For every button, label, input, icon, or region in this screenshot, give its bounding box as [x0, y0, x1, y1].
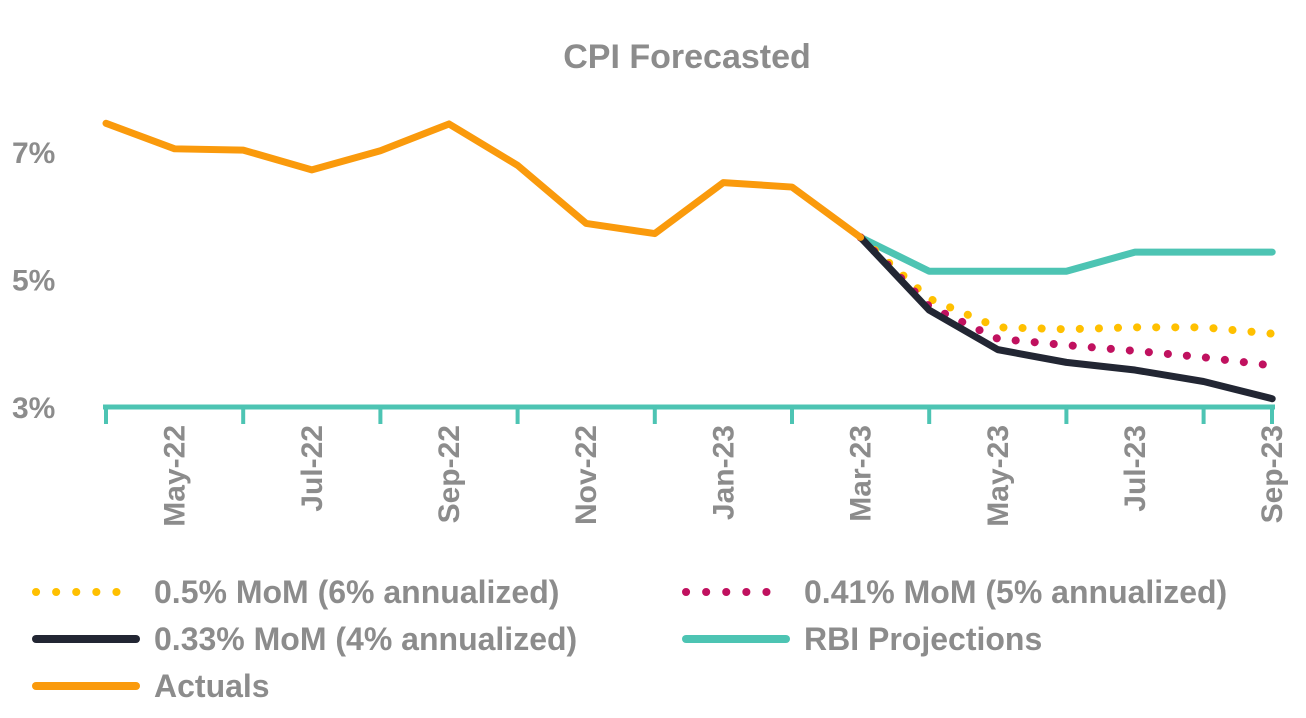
x-tick-label: Jul-22: [296, 425, 329, 512]
x-tick-label: Nov-22: [570, 425, 603, 525]
x-tick-label: Jul-23: [1119, 425, 1152, 512]
series-lines: [102, 119, 1277, 403]
series-line-4: [102, 119, 865, 241]
y-axis-ticks: 3% 5% 7%: [12, 137, 55, 425]
chart-title: CPI Forecasted: [563, 38, 811, 76]
series-line-0: [856, 233, 1277, 338]
x-tick-label: May-23: [982, 425, 1015, 527]
x-tick-label: Sep-22: [433, 425, 466, 523]
legend-label: 0.41% MoM (5% annualized): [804, 574, 1227, 610]
x-axis: May-22 Jul-22 Sep-22 Nov-22 Jan-23 Mar-23 May-…: [103, 404, 1289, 527]
legend-label: RBI Projections: [804, 621, 1042, 657]
y-tick-label: 3%: [12, 392, 55, 425]
legend-label: 0.5% MoM (6% annualized): [154, 574, 559, 610]
legend-label: Actuals: [154, 668, 270, 704]
x-tick-label: Jan-23: [707, 425, 740, 520]
legend-label: 0.33% MoM (4% annualized): [154, 621, 577, 657]
x-tick-label: Sep-23: [1256, 425, 1289, 523]
x-tick-label: May-22: [159, 425, 192, 527]
y-tick-label: 5%: [12, 265, 55, 298]
series-line-2: [857, 233, 1276, 403]
series-line-3: [857, 233, 1276, 275]
y-tick-label: 7%: [12, 137, 55, 170]
x-tick-label: Mar-23: [845, 425, 878, 522]
legend: 0.5% MoM (6% annualized) 0.41% MoM (5% an…: [32, 574, 1227, 704]
